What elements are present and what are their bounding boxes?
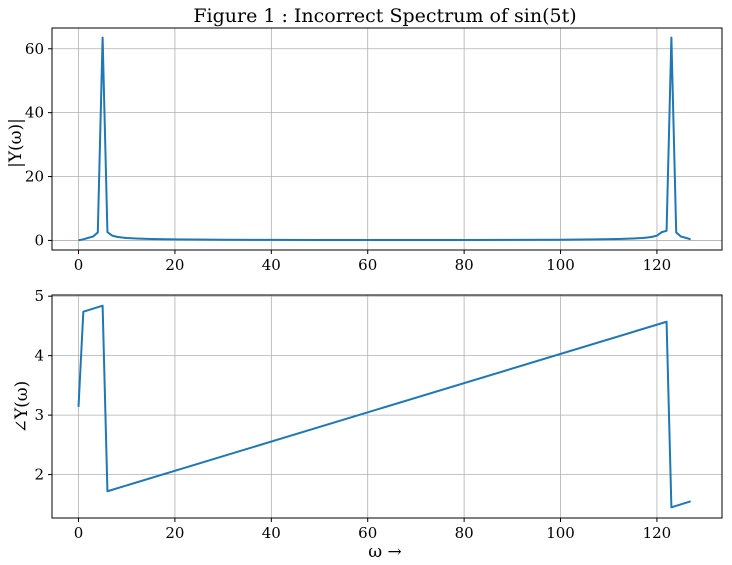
x-tick-label: 20 (165, 256, 184, 274)
y-tick-label: 3 (34, 406, 44, 424)
x-tick-label: 40 (262, 524, 281, 542)
x-tick-label: 120 (643, 524, 672, 542)
y-tick-label: 2 (34, 466, 44, 484)
y-tick-label: 60 (25, 40, 44, 58)
y-tick-label: 40 (25, 104, 44, 122)
series-line (78, 36, 691, 242)
x-tick-label: 120 (643, 256, 672, 274)
x-axis-label: ω → (368, 542, 402, 562)
x-tick-label: 60 (358, 256, 377, 274)
y-axis-label: |Y(ω)| (6, 118, 26, 168)
x-tick-label: 0 (74, 524, 84, 542)
grid (52, 28, 722, 250)
plot-frame (51, 27, 723, 251)
x-tick-label: 80 (455, 256, 474, 274)
magnitude-plot: Figure 1 : Incorrect Spectrum of sin(5t)… (6, 5, 723, 274)
chart-title: Figure 1 : Incorrect Spectrum of sin(5t) (193, 5, 576, 27)
x-tick-label: 0 (74, 256, 84, 274)
plot-frame (51, 294, 723, 519)
y-tick-label: 4 (34, 347, 44, 365)
y-tick-label: 0 (34, 231, 44, 249)
x-tick-label: 100 (546, 524, 575, 542)
grid (52, 295, 722, 518)
y-tick-label: 20 (25, 168, 44, 186)
series-line (77, 304, 691, 509)
x-tick-label: 60 (358, 524, 377, 542)
y-tick-label: 5 (34, 287, 44, 305)
y-axis-label: ∠Y(ω) (12, 381, 32, 434)
x-tick-label: 40 (262, 256, 281, 274)
x-tick-label: 20 (165, 524, 184, 542)
x-tick-label: 100 (546, 256, 575, 274)
phase-plot: ∠Y(ω) ω → 0 20 40 60 80 100 120 2 3 4 5 (12, 287, 723, 562)
x-tick-label: 80 (455, 524, 474, 542)
